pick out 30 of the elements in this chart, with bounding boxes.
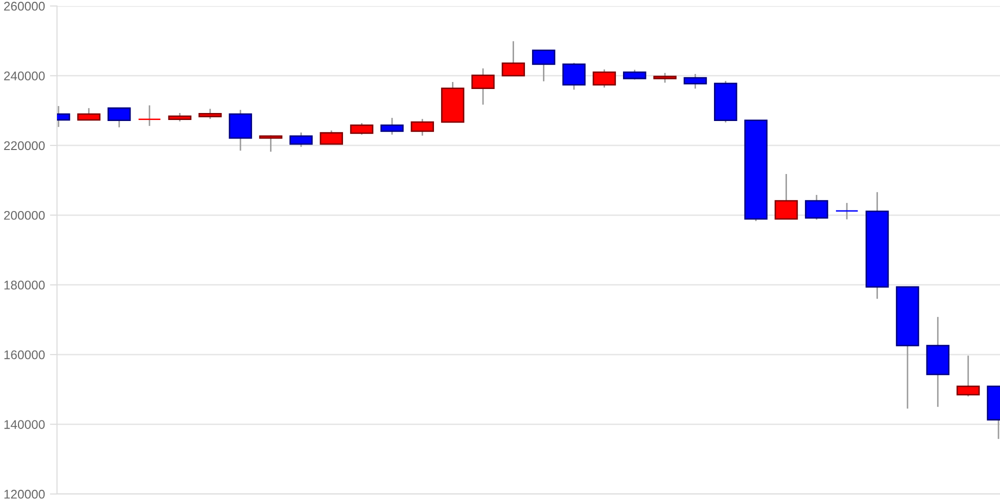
candlestick bbox=[592, 68, 616, 88]
candlestick bbox=[320, 130, 344, 145]
candlestick bbox=[532, 50, 556, 82]
y-tick-label: 140000 bbox=[4, 420, 45, 429]
candlestick bbox=[835, 202, 858, 220]
candlestick bbox=[562, 62, 586, 90]
candlestick bbox=[684, 73, 707, 90]
y-tick-label: 160000 bbox=[4, 350, 45, 360]
candlestick bbox=[138, 104, 162, 127]
y-tick-label: 180000 bbox=[4, 280, 45, 290]
candlestick bbox=[653, 72, 677, 84]
candlestick bbox=[380, 117, 404, 136]
candlestick bbox=[350, 122, 374, 136]
candlestick bbox=[804, 194, 828, 220]
candlestick bbox=[471, 68, 495, 106]
candlestick bbox=[410, 118, 434, 136]
y-tick-label: 200000 bbox=[4, 210, 45, 220]
candlestick bbox=[623, 69, 646, 80]
y-tick-label: 240000 bbox=[4, 72, 45, 80]
candlestick bbox=[774, 173, 798, 220]
y-tick-label: 260000 bbox=[4, 2, 45, 11]
candlestick bbox=[289, 132, 313, 148]
candlestick bbox=[77, 107, 100, 121]
y-tick-label: 220000 bbox=[4, 141, 45, 150]
candlestick bbox=[198, 108, 222, 120]
candlestick bbox=[259, 134, 282, 152]
candlestick bbox=[108, 107, 131, 128]
candlestick bbox=[956, 354, 980, 398]
y-tick-label: 120000 bbox=[4, 490, 45, 499]
candlestick bbox=[502, 40, 525, 76]
